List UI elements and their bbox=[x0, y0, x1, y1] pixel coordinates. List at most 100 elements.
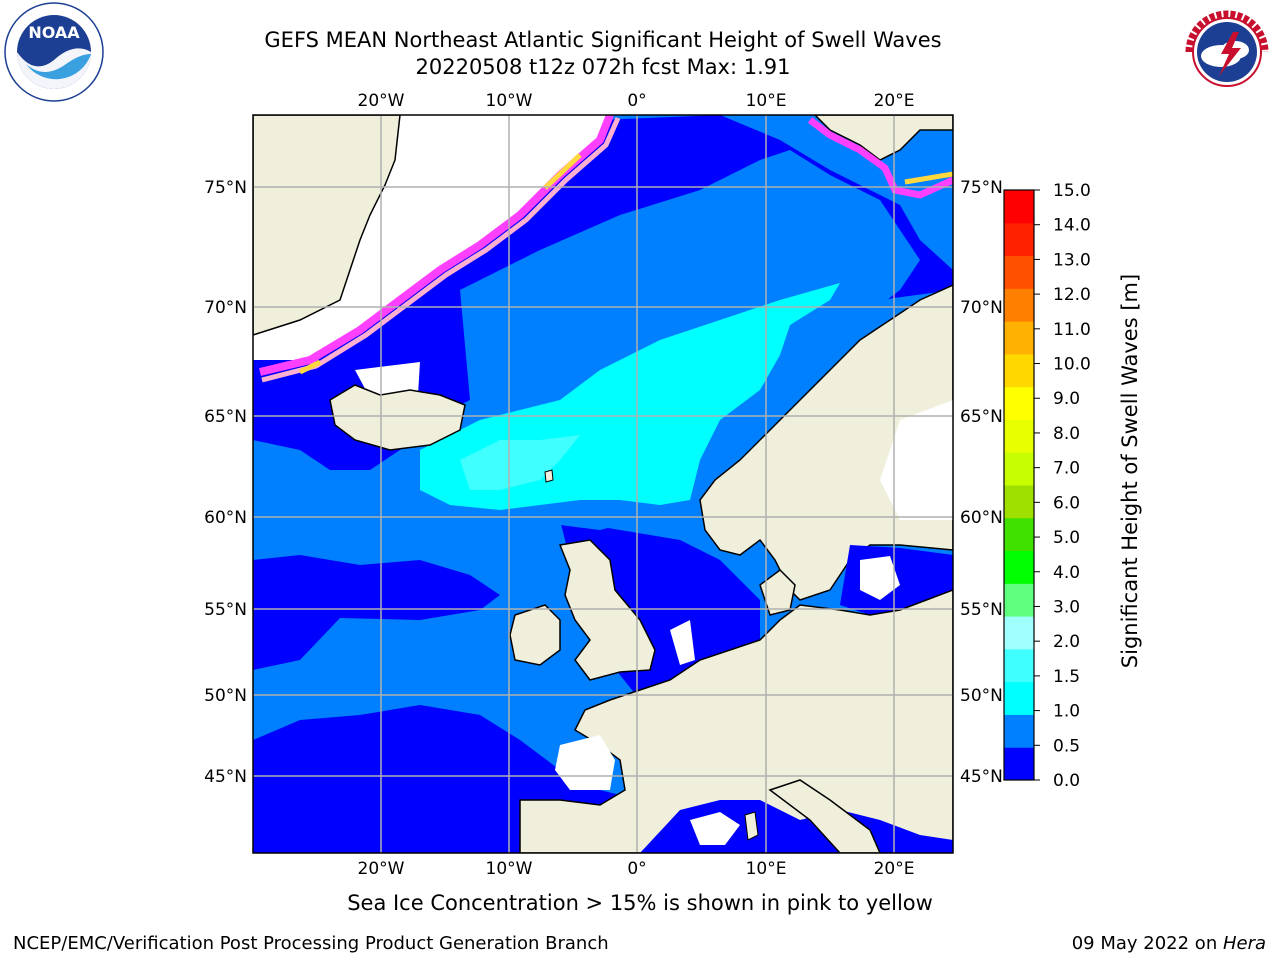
lat-label-left: 60°N bbox=[204, 508, 247, 528]
lon-label-top: 20°W bbox=[358, 91, 405, 111]
lat-label-left: 55°N bbox=[204, 600, 247, 620]
lat-label-right: 65°N bbox=[960, 407, 1003, 427]
lon-label-bottom: 10°E bbox=[746, 859, 787, 879]
land-corsica bbox=[744, 811, 759, 841]
swell-0-0.5-region bbox=[253, 555, 500, 670]
noaa-logo: NOAA bbox=[4, 2, 104, 102]
lat-label-right: 45°N bbox=[960, 767, 1003, 787]
sea-ice-caption: Sea Ice Concentration > 15% is shown in … bbox=[347, 891, 933, 915]
lat-label-left: 70°N bbox=[204, 298, 247, 318]
colorbar-tick-label: 2.0 bbox=[1053, 632, 1080, 652]
colorbar-tick-label: 1.0 bbox=[1053, 702, 1080, 722]
colorbar-title: Significant Height of Swell Waves [m] bbox=[1118, 273, 1142, 669]
lat-label-right: 75°N bbox=[960, 178, 1003, 198]
colorbar-segment bbox=[1004, 681, 1034, 715]
colorbar-tick-label: 8.0 bbox=[1053, 424, 1080, 444]
colorbar-segment bbox=[1004, 616, 1034, 650]
colorbar-tick-label: 3.0 bbox=[1053, 597, 1080, 617]
colorbar bbox=[1004, 190, 1034, 781]
colorbar-segment bbox=[1004, 517, 1034, 552]
colorbar-tick-label: 0.0 bbox=[1053, 771, 1080, 791]
land-svalbard bbox=[813, 115, 953, 161]
colorbar-segment bbox=[1004, 419, 1034, 453]
credit-line: NCEP/EMC/Verification Post Processing Pr… bbox=[13, 933, 609, 954]
chart-subtitle: 20220508 t12z 072h fcst Max: 1.91 bbox=[415, 55, 791, 79]
lat-label-left: 45°N bbox=[204, 767, 247, 787]
ice-yellow-patch bbox=[298, 359, 322, 375]
colorbar-ticks: 15.0 14.0 13.0 12.0 11.0 10.0 9.0 8.0 7.0 6.0 5.0 4… bbox=[1034, 181, 1091, 791]
no-data-baltic bbox=[880, 400, 953, 520]
colorbar-tick-label: 10.0 bbox=[1053, 355, 1091, 375]
colorbar-tick-label: 12.0 bbox=[1053, 285, 1091, 305]
colorbar-segment bbox=[1004, 255, 1034, 289]
land-greenland bbox=[253, 115, 401, 336]
land-denmark bbox=[759, 569, 796, 616]
lon-label-bottom: 0° bbox=[627, 859, 646, 879]
ice-yellow-patch bbox=[904, 171, 953, 185]
ice-edge-greenland-inner bbox=[261, 116, 621, 383]
lat-label-right: 50°N bbox=[960, 686, 1003, 706]
land-ireland bbox=[509, 604, 561, 666]
lon-label-top: 20°E bbox=[874, 91, 915, 111]
no-data-iceland bbox=[355, 362, 420, 398]
colorbar-tick-label: 9.0 bbox=[1053, 389, 1080, 409]
colorbar-segment bbox=[1004, 190, 1034, 224]
land-great-britain bbox=[558, 539, 656, 681]
lon-label-bottom: 10°W bbox=[486, 859, 533, 879]
colorbar-segment bbox=[1004, 485, 1034, 519]
lon-label-top: 0° bbox=[627, 91, 646, 111]
land-iceland bbox=[329, 384, 466, 451]
date-text: 09 May 2022 on bbox=[1071, 933, 1223, 954]
colorbar-tick-label: 6.0 bbox=[1053, 493, 1080, 513]
colorbar-segment bbox=[1004, 550, 1034, 584]
colorbar-segment bbox=[1004, 288, 1034, 322]
colorbar-segment bbox=[1004, 714, 1034, 748]
colorbar-tick-label: 11.0 bbox=[1053, 320, 1091, 340]
land-faroe bbox=[544, 469, 554, 483]
lat-label-right: 70°N bbox=[960, 298, 1003, 318]
lat-label-left: 75°N bbox=[204, 178, 247, 198]
map-grid bbox=[253, 115, 953, 853]
lon-label-top: 10°W bbox=[486, 91, 533, 111]
colorbar-tick-label: 4.0 bbox=[1053, 563, 1080, 583]
ice-edge-svalbard bbox=[807, 117, 953, 199]
map-frame bbox=[252, 114, 954, 854]
colorbar-segment bbox=[1004, 452, 1034, 486]
colorbar-frame bbox=[1003, 189, 1035, 781]
colorbar-tick-label: 13.0 bbox=[1053, 250, 1091, 270]
noaa-logo-text: NOAA bbox=[28, 23, 80, 42]
lon-label-bottom: 20°E bbox=[874, 859, 915, 879]
date-line: 09 May 2022 on Hera bbox=[1072, 933, 1266, 954]
lon-label-bottom: 20°W bbox=[358, 859, 405, 879]
colorbar-segment bbox=[1004, 747, 1034, 781]
colorbar-segment bbox=[1004, 386, 1034, 420]
map-plot-area bbox=[253, 115, 953, 853]
colorbar-tick-label: 14.0 bbox=[1053, 216, 1091, 236]
colorbar-tick-label: 5.0 bbox=[1053, 528, 1080, 548]
lon-label-top: 10°E bbox=[746, 91, 787, 111]
nws-logo bbox=[1178, 3, 1276, 101]
colorbar-segment bbox=[1004, 583, 1034, 617]
land-italy bbox=[768, 779, 881, 853]
lat-label-right: 55°N bbox=[960, 600, 1003, 620]
colorbar-tick-label: 0.5 bbox=[1053, 736, 1080, 756]
colorbar-tick-label: 1.5 bbox=[1053, 667, 1080, 687]
chart-title: GEFS MEAN Northeast Atlantic Significant… bbox=[264, 28, 942, 52]
colorbar-segment bbox=[1004, 321, 1034, 355]
land-europe bbox=[519, 589, 953, 853]
colorbar-tick-label: 7.0 bbox=[1053, 459, 1080, 479]
no-data-channel bbox=[670, 620, 695, 665]
colorbar-segment bbox=[1004, 222, 1034, 257]
lat-label-left: 65°N bbox=[204, 407, 247, 427]
no-data-baltic bbox=[860, 556, 900, 600]
swell-1.5-2.0-region bbox=[460, 435, 580, 490]
lat-label-right: 60°N bbox=[960, 508, 1003, 528]
no-data-med bbox=[690, 812, 740, 845]
colorbar-segment bbox=[1004, 648, 1034, 683]
ice-yellow-patch bbox=[543, 153, 582, 190]
colorbar-tick-label: 15.0 bbox=[1053, 181, 1091, 201]
colorbar-segment bbox=[1004, 353, 1034, 388]
lat-label-left: 50°N bbox=[204, 686, 247, 706]
host-name: Hera bbox=[1222, 933, 1266, 954]
